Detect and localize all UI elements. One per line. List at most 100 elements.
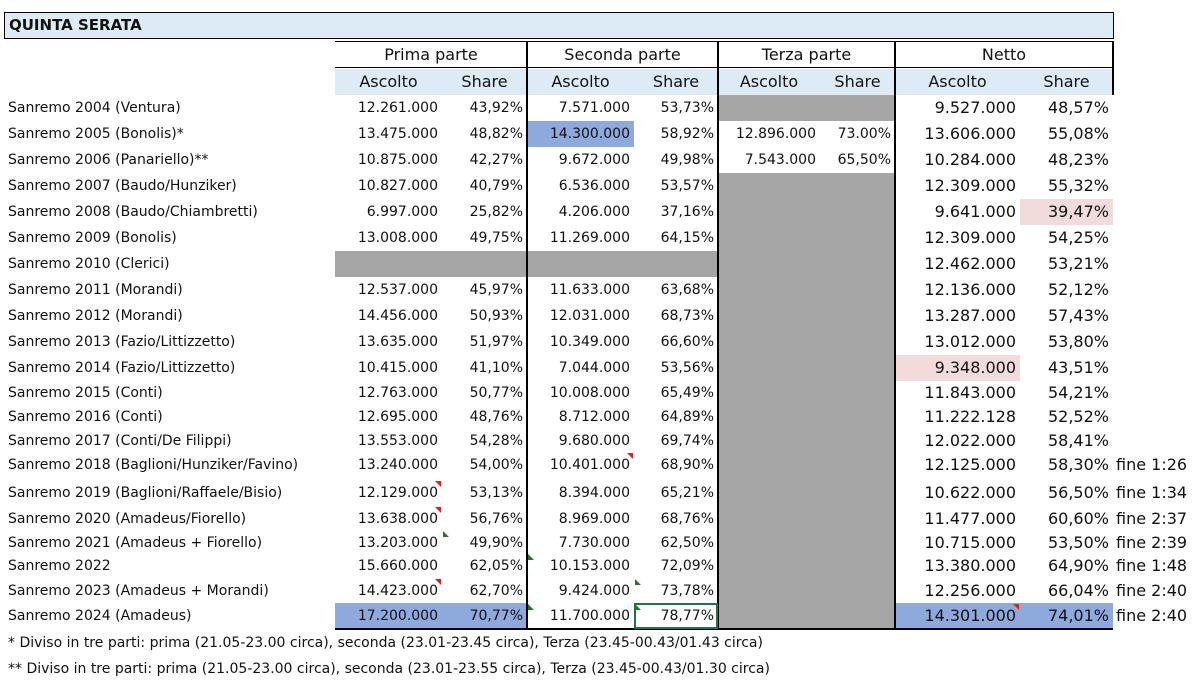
data-cell[interactable]: 68,73%: [660, 308, 714, 324]
data-cell[interactable]: 9.527.000: [934, 98, 1016, 117]
data-cell[interactable]: 53,21%: [1047, 254, 1109, 273]
data-cell[interactable]: 9.641.000: [934, 202, 1016, 221]
row-label[interactable]: Sanremo 2014 (Fazio/Littizzetto): [8, 360, 236, 376]
row-label[interactable]: Sanremo 2011 (Morandi): [8, 282, 183, 298]
data-cell[interactable]: 11.843.000: [924, 383, 1016, 402]
row-label[interactable]: Sanremo 2023 (Amadeus + Morandi): [8, 583, 269, 599]
data-cell[interactable]: 7.044.000: [558, 360, 630, 376]
row-label[interactable]: Sanremo 2007 (Baudo/Hunziker): [8, 178, 237, 194]
section-header[interactable]: Seconda parte: [527, 41, 718, 68]
data-cell[interactable]: 12.136.000: [924, 280, 1016, 299]
data-cell[interactable]: 58,41%: [1047, 431, 1109, 450]
row-label[interactable]: Sanremo 2022: [8, 558, 111, 574]
section-header[interactable]: Terza parte: [718, 41, 895, 68]
data-cell[interactable]: 10.715.000: [924, 533, 1016, 552]
end-time-note[interactable]: fine 1:34: [1116, 483, 1188, 502]
row-label[interactable]: Sanremo 2004 (Ventura): [8, 100, 181, 116]
data-cell[interactable]: 54,25%: [1047, 228, 1109, 247]
end-time-note[interactable]: fine 2:39: [1116, 533, 1188, 552]
data-cell[interactable]: 62,05%: [469, 558, 523, 574]
data-cell[interactable]: 41,10%: [469, 360, 523, 376]
data-cell[interactable]: 53,50%: [1047, 533, 1109, 552]
data-cell[interactable]: 43,92%: [469, 100, 523, 116]
data-cell[interactable]: 14.300.000: [549, 126, 630, 142]
data-cell[interactable]: 49,90%: [469, 535, 523, 551]
data-cell[interactable]: 12.256.000: [924, 581, 1016, 600]
section-header[interactable]: Prima parte: [335, 41, 527, 68]
row-label[interactable]: Sanremo 2012 (Morandi): [8, 308, 183, 324]
end-time-note[interactable]: fine 2:37: [1116, 509, 1188, 528]
data-cell[interactable]: 55,32%: [1047, 176, 1109, 195]
column-header[interactable]: Ascolto: [895, 69, 1020, 95]
data-cell[interactable]: 53,80%: [1047, 332, 1109, 351]
data-cell[interactable]: 58,30%: [1047, 455, 1109, 474]
data-cell[interactable]: 13.553.000: [357, 433, 438, 449]
data-cell[interactable]: 53,56%: [660, 360, 714, 376]
row-label[interactable]: Sanremo 2008 (Baudo/Chiambretti): [8, 204, 258, 220]
data-cell[interactable]: 45,97%: [469, 282, 523, 298]
data-cell[interactable]: 13.240.000: [357, 457, 438, 473]
data-cell[interactable]: 57,43%: [1047, 306, 1109, 325]
data-cell[interactable]: 10.415.000: [357, 360, 438, 376]
data-cell[interactable]: 62,50%: [660, 535, 714, 551]
data-cell[interactable]: 10.349.000: [549, 334, 630, 350]
data-cell[interactable]: 70,77%: [469, 608, 523, 624]
row-label[interactable]: Sanremo 2005 (Bonolis)*: [8, 126, 184, 142]
row-label[interactable]: Sanremo 2006 (Panariello)**: [8, 152, 209, 168]
data-cell[interactable]: 48,23%: [1047, 150, 1109, 169]
data-cell[interactable]: 54,00%: [469, 457, 523, 473]
data-cell[interactable]: 12.261.000: [357, 100, 438, 116]
row-label[interactable]: Sanremo 2016 (Conti): [8, 409, 163, 425]
column-header[interactable]: Ascolto: [527, 69, 634, 95]
row-label[interactable]: Sanremo 2010 (Clerici): [8, 256, 170, 272]
data-cell[interactable]: 8.712.000: [558, 409, 630, 425]
data-cell[interactable]: 12.031.000: [549, 308, 630, 324]
data-cell[interactable]: 65,50%: [837, 152, 891, 168]
row-label[interactable]: Sanremo 2021 (Amadeus + Fiorello): [8, 535, 263, 551]
data-cell[interactable]: 54,28%: [469, 433, 523, 449]
data-cell[interactable]: 13.203.000: [357, 535, 438, 551]
data-cell[interactable]: 13.475.000: [357, 126, 438, 142]
data-cell[interactable]: 68,90%: [660, 457, 714, 473]
data-cell[interactable]: 56,76%: [469, 511, 523, 527]
end-time-note[interactable]: fine 1:26: [1116, 455, 1188, 474]
data-cell[interactable]: 10.827.000: [357, 178, 438, 194]
data-cell[interactable]: 13.012.000: [924, 332, 1016, 351]
data-cell[interactable]: 13.606.000: [924, 124, 1016, 143]
column-header[interactable]: Share: [634, 69, 718, 95]
data-cell[interactable]: 73.00%: [837, 126, 891, 142]
row-label[interactable]: Sanremo 2013 (Fazio/Littizzetto): [8, 334, 236, 350]
sheet-title[interactable]: QUINTA SERATA: [4, 12, 1114, 39]
data-cell[interactable]: 13.380.000: [924, 556, 1016, 575]
data-cell[interactable]: 53,73%: [660, 100, 714, 116]
data-cell[interactable]: 54,21%: [1047, 383, 1109, 402]
data-cell[interactable]: 10.008.000: [549, 385, 630, 401]
data-cell[interactable]: 72,09%: [660, 558, 714, 574]
data-cell[interactable]: 6.536.000: [558, 178, 630, 194]
data-cell[interactable]: 12.022.000: [924, 431, 1016, 450]
data-cell[interactable]: 42,27%: [469, 152, 523, 168]
column-header[interactable]: Share: [442, 69, 527, 95]
data-cell[interactable]: 12.763.000: [357, 385, 438, 401]
column-header[interactable]: Share: [820, 69, 895, 95]
data-cell[interactable]: 9.672.000: [558, 152, 630, 168]
data-cell[interactable]: 68,76%: [660, 511, 714, 527]
data-cell[interactable]: 7.730.000: [558, 535, 630, 551]
data-cell[interactable]: 53,13%: [469, 485, 523, 501]
data-cell[interactable]: 40,79%: [469, 178, 523, 194]
data-cell[interactable]: 25,82%: [469, 204, 523, 220]
column-header[interactable]: Ascolto: [335, 69, 442, 95]
data-cell[interactable]: 13.638.000: [357, 511, 438, 527]
end-time-note[interactable]: fine 2:40: [1116, 606, 1188, 625]
data-cell[interactable]: 10.622.000: [924, 483, 1016, 502]
data-cell[interactable]: 12.695.000: [357, 409, 438, 425]
data-cell[interactable]: 64,90%: [1047, 556, 1109, 575]
section-header[interactable]: Netto: [895, 41, 1113, 68]
data-cell[interactable]: 7.571.000: [558, 100, 630, 116]
row-label[interactable]: Sanremo 2017 (Conti/De Filippi): [8, 433, 232, 449]
data-cell[interactable]: 13.635.000: [357, 334, 438, 350]
data-cell[interactable]: 13.008.000: [357, 230, 438, 246]
data-cell[interactable]: 62,70%: [469, 583, 523, 599]
data-cell[interactable]: 14.301.000: [924, 606, 1016, 625]
data-cell[interactable]: 50,77%: [469, 385, 523, 401]
